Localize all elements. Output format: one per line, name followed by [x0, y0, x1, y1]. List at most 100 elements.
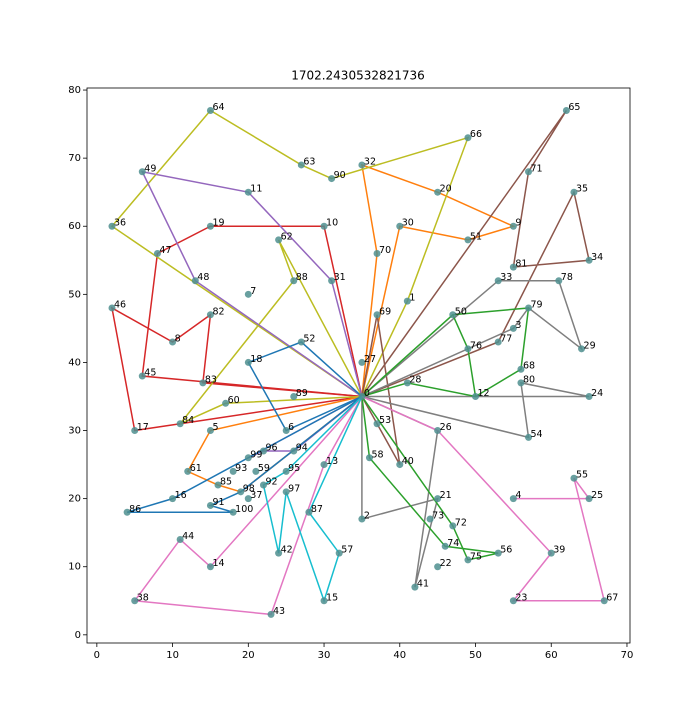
node-label: 3 [515, 320, 521, 331]
node-label: 9 [515, 218, 521, 229]
node [494, 277, 502, 285]
node-label: 20 [440, 184, 452, 195]
node-label: 38 [137, 592, 149, 603]
node-label: 91 [212, 497, 224, 508]
node [547, 549, 555, 557]
node-label: 76 [470, 340, 482, 351]
node [373, 249, 381, 257]
node-label: 53 [379, 415, 391, 426]
node-label: 71 [531, 163, 543, 174]
node [290, 447, 298, 455]
node-label: 36 [114, 218, 126, 229]
plot-frame [86, 87, 631, 644]
node-label: 18 [250, 354, 262, 365]
node [434, 188, 442, 196]
node-label: 35 [576, 184, 588, 195]
node [472, 392, 480, 400]
node [206, 222, 214, 230]
node-label: 40 [402, 456, 414, 467]
node-label: 28 [409, 374, 421, 385]
node-label: 63 [303, 156, 315, 167]
node-label: 43 [273, 606, 285, 617]
node-label: 42 [281, 545, 293, 556]
route-line [361, 395, 606, 602]
node-label: 98 [243, 483, 255, 494]
node [426, 515, 434, 523]
x-tick-label: 10 [166, 650, 179, 661]
node [449, 522, 457, 530]
node [525, 168, 533, 176]
node-label: 60 [228, 395, 240, 406]
x-tick-label: 70 [621, 650, 634, 661]
node [328, 277, 336, 285]
node-label: 58 [371, 449, 383, 460]
node-label: 54 [531, 429, 543, 440]
node-label: 74 [447, 538, 459, 549]
node [184, 467, 192, 475]
node [320, 597, 328, 605]
node [358, 161, 366, 169]
node [525, 433, 533, 441]
node [358, 358, 366, 366]
y-tick-label: 40 [68, 357, 81, 368]
y-tick-label: 80 [68, 85, 81, 96]
node [275, 549, 283, 557]
y-tick-label: 20 [68, 494, 81, 505]
node [290, 277, 298, 285]
node [282, 488, 290, 496]
node [108, 304, 116, 312]
node [358, 392, 366, 400]
node [494, 549, 502, 557]
node [297, 161, 305, 169]
node-label: 45 [144, 368, 156, 379]
node-label: 32 [364, 156, 376, 167]
node [396, 461, 404, 469]
node-label: 46 [114, 299, 126, 310]
node-label: 69 [379, 306, 391, 317]
node [373, 420, 381, 428]
node-label: 14 [212, 558, 224, 569]
node [328, 175, 336, 183]
node [131, 427, 139, 435]
node [244, 495, 252, 503]
node [191, 277, 199, 285]
node [206, 563, 214, 571]
node [441, 542, 449, 550]
node [320, 222, 328, 230]
node-label: 80 [523, 374, 535, 385]
node-label: 52 [303, 334, 315, 345]
node-label: 64 [212, 102, 224, 113]
node-label: 44 [182, 531, 194, 542]
node-label: 16 [175, 490, 187, 501]
node [562, 106, 570, 114]
node-label: 79 [531, 299, 543, 310]
node-label: 56 [500, 545, 512, 556]
node-label: 10 [326, 218, 338, 229]
node-label: 83 [205, 374, 217, 385]
node-label: 27 [364, 354, 376, 365]
node-label: 6 [288, 422, 294, 433]
node [525, 304, 533, 312]
chart-title: 1702.2430532821736 [291, 69, 425, 83]
node-label: 41 [417, 579, 429, 590]
node [509, 597, 517, 605]
node-label: 23 [515, 592, 527, 603]
node-label: 66 [470, 129, 482, 140]
node-label: 24 [591, 388, 603, 399]
node [305, 508, 313, 516]
node [434, 427, 442, 435]
node-label: 61 [190, 463, 202, 474]
node-label: 95 [288, 463, 300, 474]
node [222, 399, 230, 407]
y-tick-label: 30 [68, 426, 81, 437]
node [570, 188, 578, 196]
node-label: 0 [364, 388, 370, 399]
node-label: 65 [568, 102, 580, 113]
node-label: 73 [432, 511, 444, 522]
route-line [140, 170, 363, 398]
node [320, 461, 328, 469]
node [297, 338, 305, 346]
node [434, 495, 442, 503]
